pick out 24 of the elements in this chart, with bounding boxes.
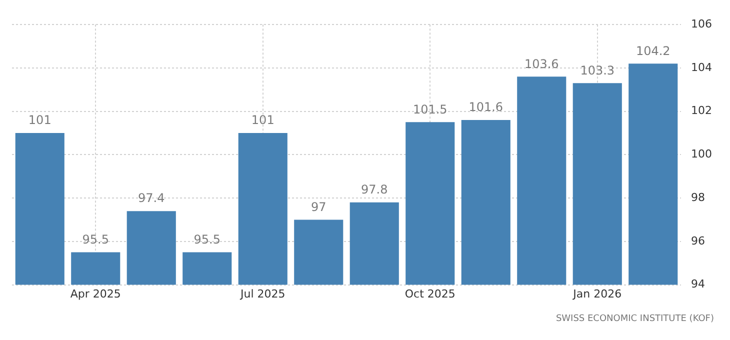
y-tick-label: 96 (691, 234, 706, 248)
data-label: 101 (251, 113, 274, 128)
data-label: 103.6 (524, 56, 559, 71)
y-tick-label: 102 (691, 104, 712, 118)
x-tick-label: Jul 2025 (239, 287, 286, 300)
text: SWISS ECONOMIC INSTITUTE (KOF) (554, 314, 715, 324)
data-label: 97.8 (361, 182, 388, 197)
y-tick-label: 100 (691, 148, 712, 161)
y-tick-label: 106 (691, 17, 712, 30)
y-tick-label: 98 (691, 190, 706, 204)
data-label: 95.5 (194, 232, 220, 246)
data-label: 95.5 (82, 232, 109, 246)
y-tick-label: 104 (691, 60, 712, 74)
data-label: 97.4 (138, 191, 165, 206)
x-tick-label: Jan 2026 (572, 287, 622, 300)
data-label: 103.3 (580, 63, 615, 78)
data-label: 104.2 (636, 44, 670, 58)
data-label: 97 (310, 200, 326, 214)
data-label: 101 (28, 113, 52, 128)
y-tick-label: 94 (691, 278, 706, 291)
data-label: 101.5 (412, 102, 448, 116)
x-tick-label: Apr 2025 (70, 287, 121, 300)
x-tick-label: Oct 2025 (404, 287, 456, 300)
data-label: 101.6 (468, 100, 504, 114)
